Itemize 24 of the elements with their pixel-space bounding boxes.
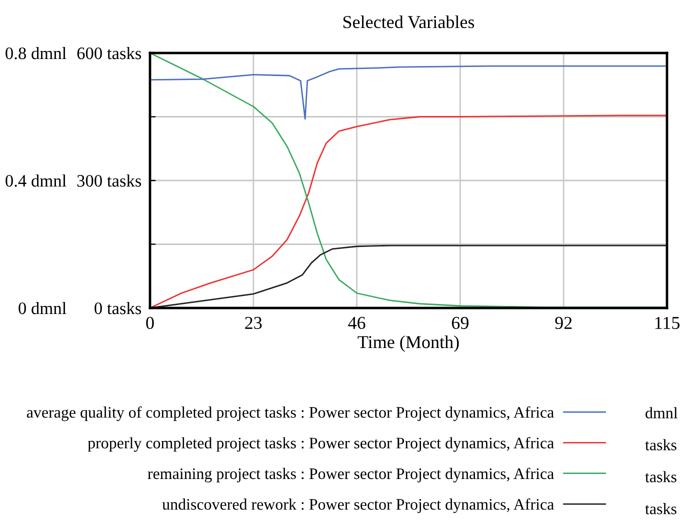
x-tick-label: 92 bbox=[555, 316, 572, 330]
x-tick-label: 0 bbox=[146, 316, 154, 330]
x-tick-label: 69 bbox=[452, 316, 468, 330]
y2-tick-label: 0 dmnl bbox=[18, 302, 66, 314]
y2-tick-label: 0.4 dmnl bbox=[6, 174, 66, 187]
x-tick-label: 115 bbox=[655, 316, 680, 330]
y2-tick-label: 0.8 dmnl bbox=[6, 46, 66, 60]
y-tick-label: 0 tasks bbox=[94, 302, 142, 314]
y-tick-label: 300 tasks bbox=[77, 174, 142, 187]
legend-label: remaining project tasks : Power sector Project dynamics, Africa bbox=[148, 468, 554, 482]
text: tasks bbox=[645, 471, 676, 482]
text: tasks bbox=[645, 439, 676, 450]
legend-label: average quality of completed project tasks : Power sector Project dynamics, Africa bbox=[26, 406, 554, 422]
x-tick-label: 46 bbox=[348, 316, 366, 330]
y-tick-label: 600 tasks bbox=[77, 46, 142, 60]
chart-title: Selected Variables bbox=[343, 15, 474, 28]
x-tick-label: 23 bbox=[245, 316, 262, 330]
x-axis-title: Time (Month) bbox=[358, 335, 459, 352]
text: dmnl bbox=[646, 407, 678, 418]
text: tasks bbox=[645, 503, 676, 514]
legend-label: properly completed project tasks : Power sector Project dynamics, Africa bbox=[88, 437, 554, 452]
legend-label: undiscovered rework : Power sector Project dynamics, Africa bbox=[162, 498, 554, 514]
line-series bbox=[150, 53, 667, 308]
line-series bbox=[150, 65, 667, 120]
